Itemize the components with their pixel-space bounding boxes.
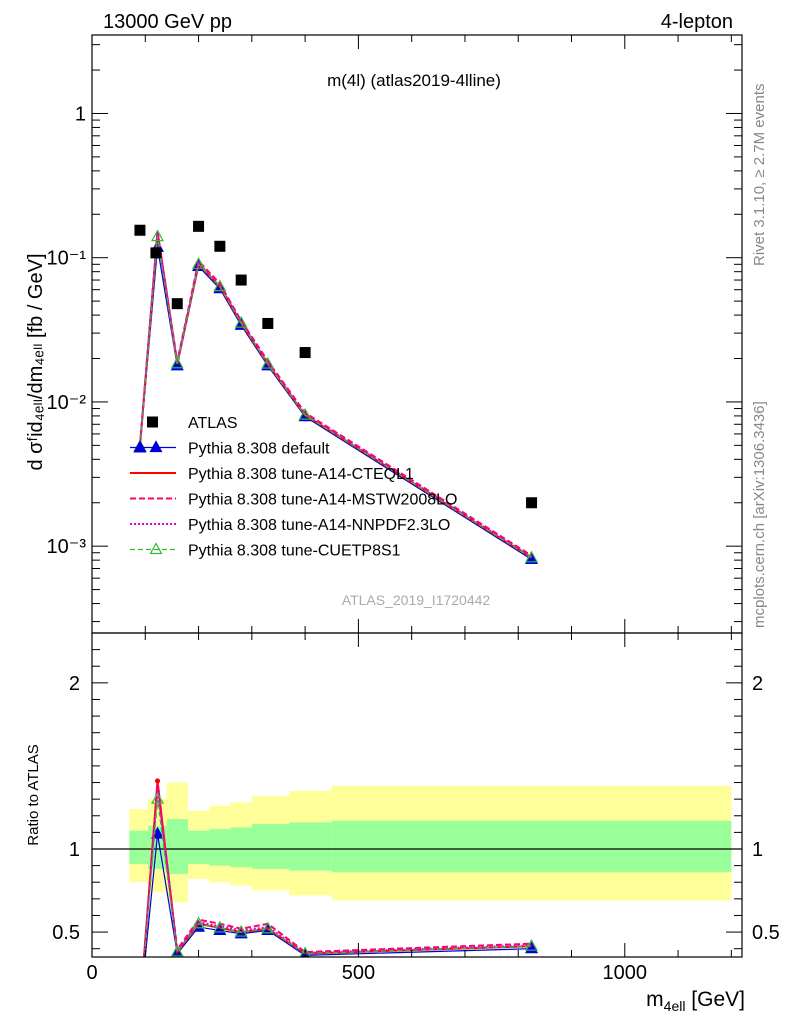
atlas-data-point: [193, 220, 205, 232]
atlas-data-point: [171, 298, 183, 310]
ratio-series-marker: [134, 1004, 145, 1014]
legend-label: Pythia 8.308 default: [188, 441, 330, 458]
main-series-marker: [298, 407, 312, 420]
ratio-series-line: [143, 784, 532, 957]
main-series-marker: [234, 315, 248, 328]
main-series-line: [139, 247, 532, 560]
main-series-marker: [192, 257, 206, 269]
ratio-series-marker: [170, 944, 184, 957]
main-y-tick-label: 1: [75, 103, 86, 125]
ratio-series-marker: [213, 920, 227, 933]
rivet-version-label: Rivet 3.1.10, ≥ 2.7M events: [751, 84, 768, 267]
legend-marker: [133, 440, 147, 453]
ratio-band-inner: [166, 819, 188, 874]
ratio-band-inner: [187, 830, 210, 864]
ratio-peak-marker: [155, 778, 161, 784]
legend-label: ATLAS: [188, 415, 238, 432]
atlas-data-point: [214, 240, 226, 252]
atlas-data-point: [526, 497, 538, 509]
ratio-series-marker: [525, 938, 539, 951]
main-y-tick-label: 10⁻²: [47, 392, 87, 414]
main-axes: 1 10⁻¹ 10⁻² 10⁻³: [47, 35, 742, 633]
x-axis-label-unit: [GeV]: [685, 988, 745, 1011]
legend-label: Pythia 8.308 tune-A14-MSTW2008LO: [188, 492, 457, 509]
atlas-data-point: [262, 317, 274, 329]
main-y-axis-label-text: d σᶠid₄ₑₗₗ/dm₄ₑₗₗ [fb / GeV]: [25, 253, 47, 470]
ratio-y-tick-label-right: 0.5: [752, 922, 780, 944]
x-axis-label-subscript: 4ell: [664, 998, 686, 1014]
legend-label: Pythia 8.308 tune-A14-NNPDF2.3LO: [188, 517, 450, 534]
analysis-id-label: ATLAS_2019_I1720442: [342, 592, 491, 608]
main-series-line: [138, 231, 533, 559]
legend-label: Pythia 8.308 tune-CUETP8S1: [188, 543, 401, 560]
x-axis-label: m4ell [GeV]: [646, 988, 745, 1014]
main-series-marker: [525, 550, 539, 563]
x-tick-label: 0: [86, 962, 97, 984]
main-series-marker: [525, 552, 539, 564]
ratio-frame: [91, 632, 743, 958]
main-series-marker: [213, 279, 227, 292]
ratio-y-tick-label: 0.5: [52, 922, 80, 944]
ratio-band-inner: [230, 827, 252, 868]
ratio-y-tick-label-right: 1: [752, 839, 763, 861]
ratio-band-inner: [129, 830, 148, 864]
main-y-tick-label: 10⁻³: [47, 536, 87, 558]
x-axis-label-symbol: m: [646, 988, 664, 1011]
legend-marker-atlas: [147, 416, 158, 428]
main-y-axis-label: d σᶠid₄ₑₗₗ/dm₄ₑₗₗ [fb / GeV]: [25, 253, 47, 470]
ratio-band-inner: [289, 822, 332, 871]
legend-marker: [149, 440, 163, 453]
main-series-marker: [261, 356, 275, 369]
mcplots-credit-label: mcplots.cern.ch [arXiv:1306.3436]: [751, 401, 768, 628]
ratio-y-tick-label-right: 2: [752, 673, 763, 695]
ratio-series-marker: [151, 791, 165, 804]
ratio-band-inner: [251, 824, 290, 869]
atlas-data-point: [299, 347, 311, 359]
main-y-tick-label: 10⁻¹: [47, 248, 87, 270]
ratio-y-axis-label: Ratio to ATLAS: [25, 744, 42, 845]
ratio-band-inner: [331, 820, 732, 873]
legend-label: Pythia 8.308 tune-A14-CTEQL1: [188, 466, 414, 483]
main-series-marker: [151, 229, 165, 242]
atlas-data-point: [150, 247, 162, 259]
x-tick-label: 1000: [603, 962, 648, 984]
ratio-series-marker: [134, 1004, 145, 1014]
ratio-y-tick-label: 1: [69, 839, 80, 861]
main-plot-area: [133, 220, 539, 564]
ratio-axes: 0.5 0.5 1 1 2 2 0 500 1000: [52, 632, 780, 984]
ratio-series-line: [143, 787, 532, 957]
x-tick-label: 500: [342, 962, 375, 984]
header-process-label: 4-lepton: [661, 11, 733, 33]
ratio-series-marker: [261, 921, 275, 934]
ratio-series-marker: [299, 946, 311, 957]
atlas-data-point: [235, 274, 247, 286]
legend-marker: [149, 542, 163, 555]
main-series-line: [139, 236, 532, 559]
main-plot-title: m(4l) (atlas2019-4lline): [327, 71, 501, 90]
ratio-band-inner: [209, 829, 231, 866]
header-beam-label: 13000 GeV pp: [103, 11, 232, 33]
ratio-plot-area: [92, 778, 742, 1014]
ratio-series-marker: [234, 924, 248, 937]
atlas-data-point: [134, 224, 146, 236]
main-series-marker: [170, 356, 184, 369]
ratio-series-marker: [192, 916, 206, 929]
ratio-y-tick-label: 2: [69, 673, 80, 695]
legend: ATLAS Pythia 8.308 default Pythia 8.308 tu…: [130, 415, 457, 560]
